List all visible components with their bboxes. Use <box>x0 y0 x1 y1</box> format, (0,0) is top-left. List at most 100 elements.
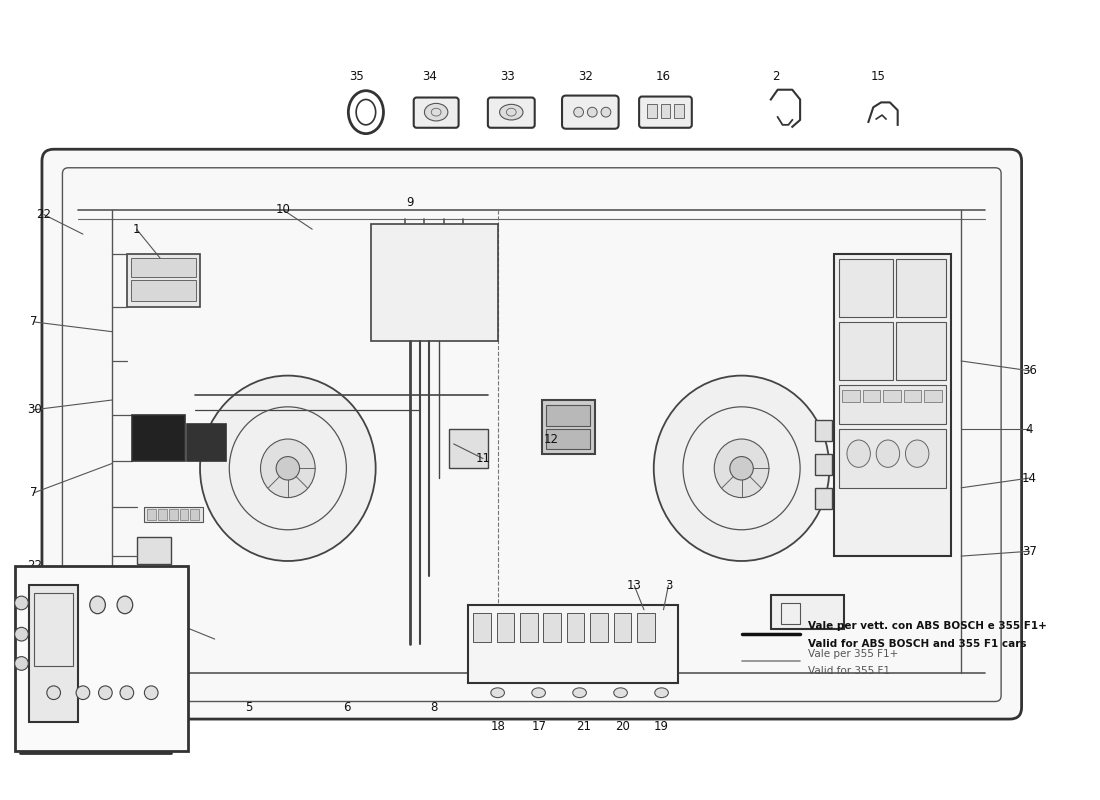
Bar <box>924 390 942 402</box>
Bar <box>371 224 497 342</box>
Text: 21: 21 <box>576 720 591 734</box>
Bar <box>815 488 833 510</box>
Bar <box>30 586 78 722</box>
Bar <box>903 390 921 402</box>
Bar <box>547 405 591 426</box>
Bar <box>834 254 952 556</box>
Text: 6: 6 <box>342 701 350 714</box>
Bar <box>469 605 678 683</box>
Bar <box>449 430 488 468</box>
Bar <box>168 510 177 520</box>
Bar <box>144 507 204 522</box>
Text: 18: 18 <box>491 720 505 734</box>
Text: eurospares: eurospares <box>510 363 739 398</box>
Bar <box>541 400 595 454</box>
Bar <box>131 280 196 302</box>
Text: eurospares: eurospares <box>256 500 485 534</box>
Bar <box>815 419 833 441</box>
Text: 34: 34 <box>422 70 437 82</box>
Text: 27: 27 <box>20 666 35 680</box>
Text: 3: 3 <box>664 579 672 592</box>
Text: 23: 23 <box>139 666 154 680</box>
Ellipse shape <box>120 686 134 699</box>
Text: 13: 13 <box>627 579 641 592</box>
FancyBboxPatch shape <box>488 98 535 128</box>
Bar <box>862 390 880 402</box>
Ellipse shape <box>654 688 669 698</box>
Text: 2: 2 <box>772 70 780 82</box>
Ellipse shape <box>714 439 769 498</box>
Ellipse shape <box>905 440 928 467</box>
Text: 10: 10 <box>275 203 290 216</box>
FancyBboxPatch shape <box>414 98 459 128</box>
Text: 1: 1 <box>133 222 141 236</box>
Bar <box>895 258 946 317</box>
Text: 5: 5 <box>245 701 253 714</box>
Bar <box>591 613 608 642</box>
Bar <box>674 104 684 118</box>
Bar <box>190 510 199 520</box>
Bar <box>883 390 901 402</box>
Text: 7: 7 <box>31 315 37 329</box>
Bar <box>126 254 200 307</box>
Text: 31: 31 <box>176 620 191 633</box>
Bar <box>614 613 631 642</box>
Ellipse shape <box>847 440 870 467</box>
Bar <box>187 424 227 462</box>
Text: 29: 29 <box>110 586 124 598</box>
Text: Valid for ABS BOSCH and 355 F1 cars: Valid for ABS BOSCH and 355 F1 cars <box>807 639 1026 649</box>
Ellipse shape <box>99 686 112 699</box>
Text: 4: 4 <box>1025 422 1033 436</box>
Text: 24: 24 <box>54 666 69 680</box>
Text: 17: 17 <box>532 720 547 734</box>
Bar <box>417 101 455 125</box>
Bar <box>895 322 946 381</box>
Text: 26: 26 <box>82 666 97 680</box>
Ellipse shape <box>614 688 627 698</box>
Ellipse shape <box>76 686 90 699</box>
Ellipse shape <box>653 376 829 561</box>
Ellipse shape <box>117 596 133 614</box>
Text: 30: 30 <box>26 403 42 416</box>
Bar <box>14 566 188 751</box>
Text: 32: 32 <box>578 70 593 82</box>
Text: Vale per 355 F1+: Vale per 355 F1+ <box>807 649 899 658</box>
Bar <box>839 322 893 381</box>
Ellipse shape <box>14 627 29 641</box>
Bar <box>179 510 188 520</box>
Text: 15: 15 <box>871 70 886 82</box>
FancyBboxPatch shape <box>639 97 692 128</box>
Bar <box>131 258 196 277</box>
Text: eurospares: eurospares <box>124 363 353 398</box>
Bar <box>136 569 170 590</box>
Ellipse shape <box>261 439 316 498</box>
Bar <box>839 430 946 488</box>
Text: 19: 19 <box>654 720 669 734</box>
Ellipse shape <box>14 596 29 610</box>
Bar <box>661 104 670 118</box>
Text: 12: 12 <box>543 433 559 446</box>
Text: 8: 8 <box>430 701 438 714</box>
Ellipse shape <box>491 688 505 698</box>
Ellipse shape <box>14 657 29 670</box>
Text: 20: 20 <box>615 720 630 734</box>
Bar <box>566 613 584 642</box>
Bar <box>34 593 74 666</box>
Bar <box>647 104 657 118</box>
Bar <box>147 510 156 520</box>
Text: 35: 35 <box>349 70 363 82</box>
Text: 9: 9 <box>406 197 414 210</box>
Ellipse shape <box>531 688 546 698</box>
FancyBboxPatch shape <box>562 95 618 129</box>
Text: 14: 14 <box>1022 471 1037 485</box>
Bar <box>473 613 491 642</box>
Text: SA: SA <box>72 734 100 753</box>
Ellipse shape <box>90 596 106 614</box>
Bar <box>158 510 167 520</box>
Bar <box>839 386 946 424</box>
Ellipse shape <box>276 457 299 480</box>
Text: 37: 37 <box>1022 545 1037 558</box>
Ellipse shape <box>574 107 583 117</box>
Bar <box>543 613 561 642</box>
Ellipse shape <box>587 107 597 117</box>
